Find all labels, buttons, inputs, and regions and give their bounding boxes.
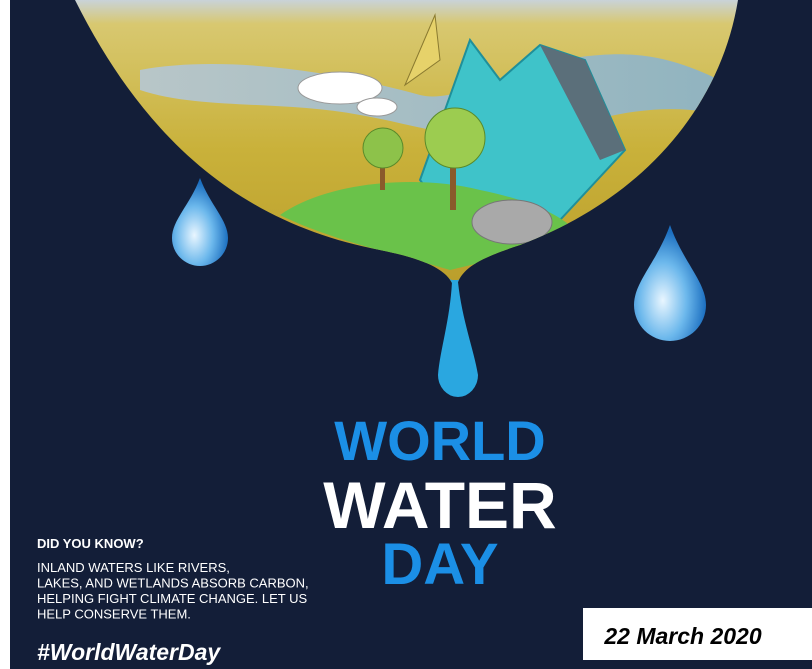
hashtag: #WorldWaterDay: [37, 639, 221, 665]
title-line: WORLD: [334, 409, 546, 472]
fact-heading: DID YOU KNOW?: [37, 536, 144, 551]
fact-line: HELPING FIGHT CLIMATE CHANGE. LET US: [37, 591, 307, 606]
cloud: [357, 98, 397, 116]
title-line: WATER: [323, 468, 556, 542]
tree-crown: [425, 108, 485, 168]
date: 22 March 2020: [603, 623, 761, 649]
fact-line: HELP CONSERVE THEM.: [37, 607, 191, 622]
tree-crown: [363, 128, 403, 168]
fact-line: LAKES, AND WETLANDS ABSORB CARBON,: [37, 576, 309, 591]
page: WORLD WATER DAY DID YOU KNOW? INLAND WAT…: [0, 0, 812, 669]
title-line: DAY: [381, 532, 498, 597]
fact-line: INLAND WATERS LIKE RIVERS,: [37, 560, 230, 575]
poster: WORLD WATER DAY DID YOU KNOW? INLAND WAT…: [0, 0, 812, 669]
